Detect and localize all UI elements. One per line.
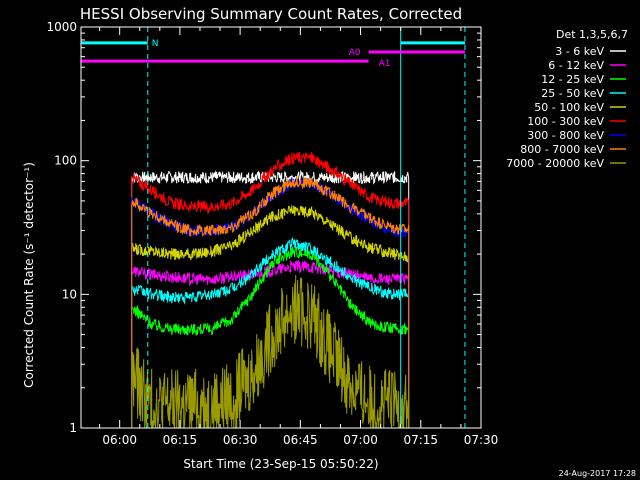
- series-line: [131, 205, 410, 428]
- annotation-label: N: [152, 39, 159, 49]
- plot-frame: [80, 26, 482, 429]
- x-tick-label: 06:15: [163, 433, 198, 447]
- series-line: [131, 275, 410, 429]
- legend-title: Det 1,3,5,6,7: [556, 28, 628, 41]
- legend-label: 800 - 7000 keV: [520, 143, 604, 156]
- x-tick-label: 06:45: [283, 433, 318, 447]
- series-line: [131, 259, 410, 428]
- legend-label: 3 - 6 keV: [555, 45, 604, 58]
- chart-title: HESSI Observing Summary Count Rates, Cor…: [80, 5, 462, 23]
- axes-group: 1 10 100 1000 06:00 06:15 06:30 06:45 07:00 07:15…: [46, 20, 498, 447]
- legend-label: 6 - 12 keV: [548, 59, 604, 72]
- legend-label: 300 - 800 keV: [527, 129, 604, 142]
- annotation-label: A0: [349, 48, 361, 58]
- footer-date: 24-Aug-2017 17:28: [559, 469, 636, 478]
- y-axis-label: Corrected Count Rate (s⁻¹ detector⁻¹): [22, 162, 36, 388]
- series-line: [131, 246, 410, 428]
- x-tick-label: 07:15: [403, 433, 438, 447]
- y-tick-label: 100: [54, 154, 77, 168]
- x-axis-label: Start Time (23-Sep-15 05:50:22): [183, 457, 378, 471]
- y-tick-label: 10: [62, 287, 77, 301]
- series-line: [131, 237, 410, 428]
- x-tick-label: 07:00: [343, 433, 378, 447]
- y-tick-label: 1: [69, 421, 77, 435]
- x-tick-label: 06:30: [223, 433, 258, 447]
- annotation-label: A1: [379, 59, 391, 69]
- series-group: [131, 151, 410, 429]
- legend-label: 7000 - 20000 keV: [506, 157, 604, 170]
- series-line: [131, 175, 410, 428]
- legend-label: 100 - 300 keV: [527, 115, 604, 128]
- annotation-group: N A0 A1: [80, 27, 466, 428]
- x-tick-label: 07:30: [464, 433, 499, 447]
- x-tick-label: 06:00: [102, 433, 137, 447]
- y-tick-label: 1000: [46, 20, 77, 34]
- series-line: [131, 151, 410, 428]
- legend-label: 12 - 25 keV: [541, 73, 604, 86]
- legend-label: 50 - 100 keV: [534, 101, 604, 114]
- legend-label: 25 - 50 keV: [541, 87, 604, 100]
